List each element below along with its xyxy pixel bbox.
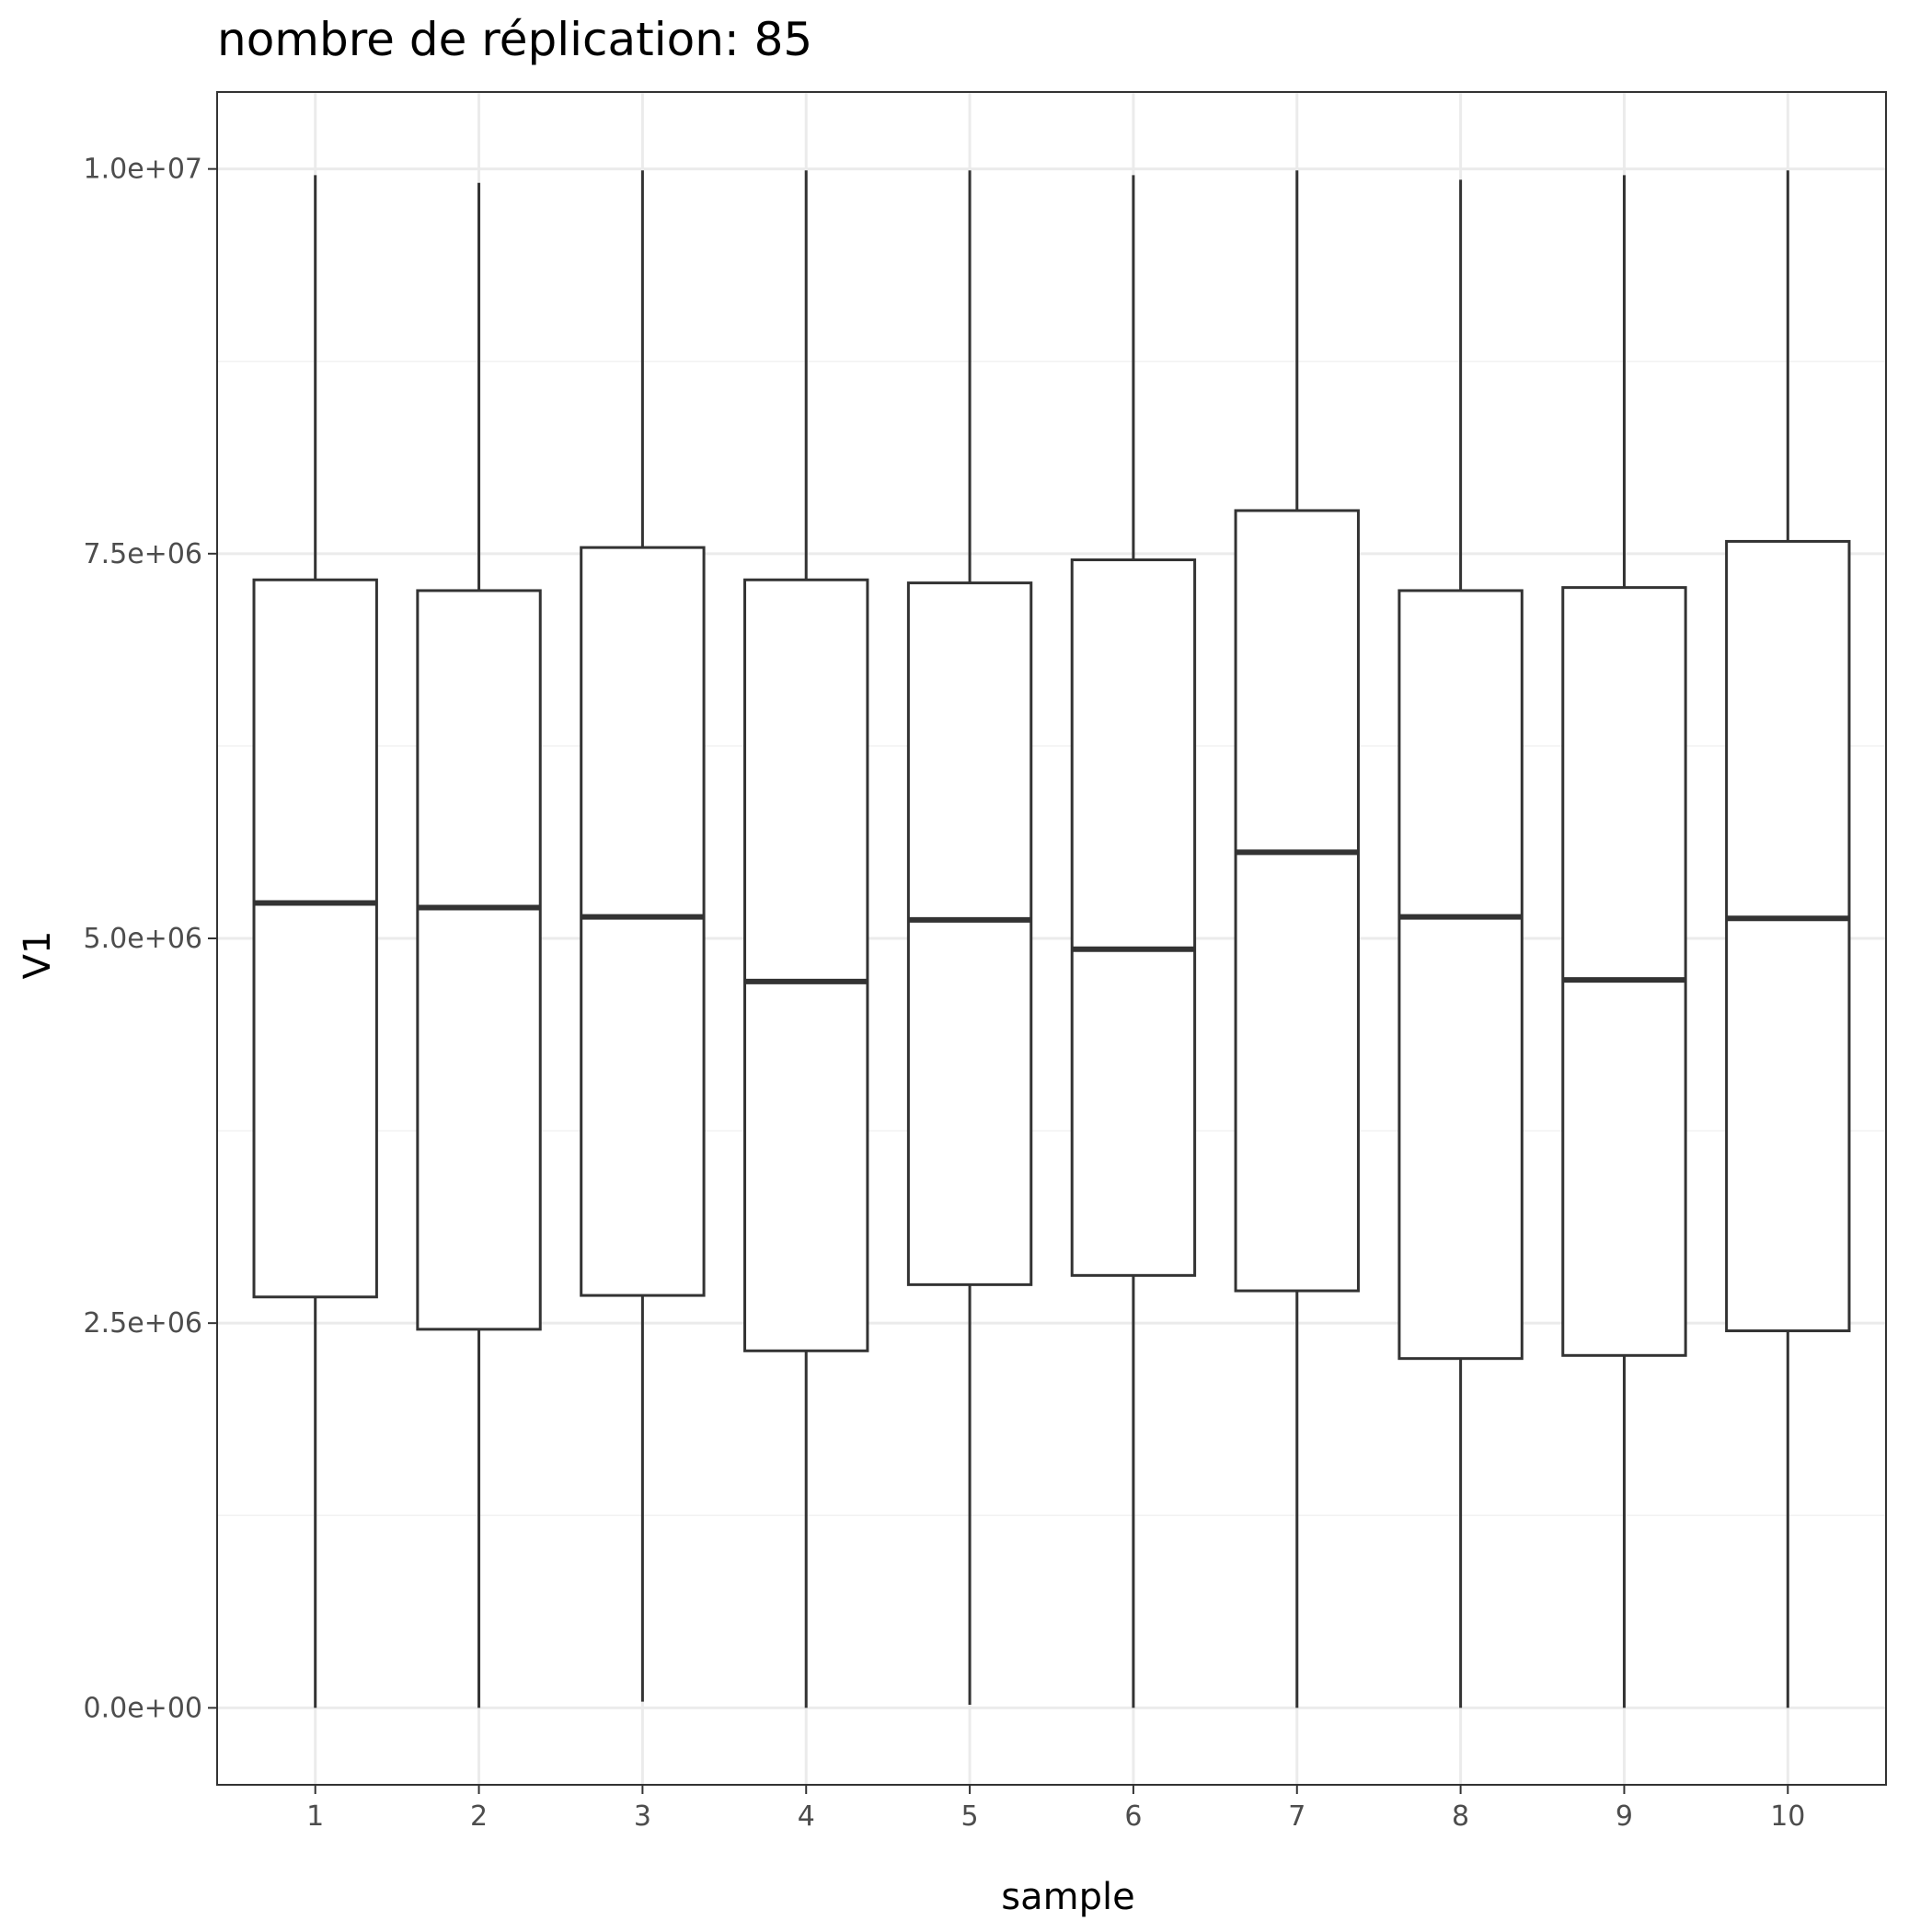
box-iqr [1561, 586, 1687, 1357]
x-tick-label: 8 [1452, 1800, 1469, 1833]
box-iqr [743, 578, 869, 1352]
y-tick-label: 1.0e+07 [84, 154, 202, 186]
box-sample-5 [906, 170, 1033, 1706]
y-tick-label: 7.5e+06 [84, 538, 202, 570]
x-tick-label: 10 [1770, 1800, 1805, 1833]
boxplot-series [252, 170, 1851, 1708]
box-iqr [252, 578, 378, 1299]
box-sample-1 [252, 175, 378, 1708]
x-tick-label: 9 [1616, 1800, 1633, 1833]
box-iqr [580, 546, 706, 1297]
box-iqr [1234, 509, 1360, 1293]
x-tick-label: 1 [306, 1800, 324, 1833]
box-iqr [906, 581, 1033, 1286]
y-axis: 0.0e+00 2.5e+06 5.0e+06 7.5e+06 1.0e+07 [84, 154, 217, 1724]
y-tick-label: 2.5e+06 [84, 1307, 202, 1340]
x-axis: 1 2 3 4 5 6 7 8 9 10 [306, 1785, 1805, 1833]
box-iqr [1397, 589, 1524, 1361]
box-sample-10 [1725, 170, 1851, 1708]
x-tick-label: 7 [1288, 1800, 1305, 1833]
y-tick-label: 5.0e+06 [84, 923, 202, 955]
x-tick-label: 3 [634, 1800, 651, 1833]
y-tick-label: 0.0e+00 [84, 1692, 202, 1724]
box-iqr [1070, 558, 1197, 1277]
x-axis-title: sample [1001, 1876, 1134, 1918]
x-tick-label: 6 [1124, 1800, 1142, 1833]
box-sample-8 [1397, 179, 1524, 1708]
x-tick-label: 5 [961, 1800, 979, 1833]
box-sample-7 [1234, 170, 1360, 1708]
box-iqr [1725, 539, 1851, 1333]
x-tick-label: 4 [798, 1800, 815, 1833]
box-iqr [416, 589, 542, 1331]
box-sample-6 [1070, 175, 1197, 1708]
box-sample-4 [743, 170, 869, 1708]
chart-title: nombre de réplication: 85 [217, 13, 812, 66]
y-axis-title: V1 [17, 931, 59, 980]
box-sample-3 [580, 170, 706, 1702]
x-tick-label: 2 [470, 1800, 488, 1833]
box-sample-9 [1561, 175, 1687, 1708]
box-sample-2 [416, 182, 542, 1708]
